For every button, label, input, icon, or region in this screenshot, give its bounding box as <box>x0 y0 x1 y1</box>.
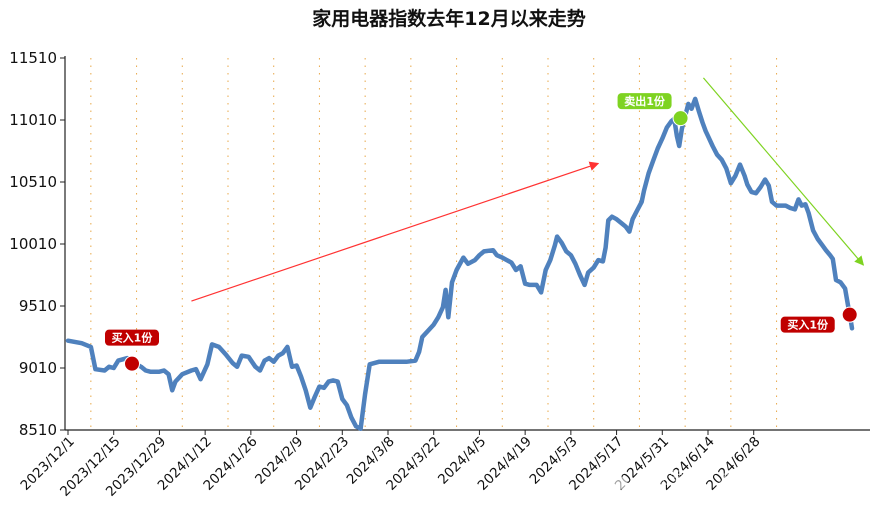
trade-label-badge <box>105 329 159 346</box>
x-axis-ticks: 2023/12/12023/12/152023/12/292024/1/1220… <box>18 430 764 500</box>
y-tick-label: 10510 <box>9 173 57 191</box>
watermark-text: 公众号 · 广发基金 <box>634 469 769 489</box>
trade-label: 买入1份 <box>112 331 154 345</box>
trade-marker <box>124 355 140 372</box>
y-tick-label: 9010 <box>19 359 57 377</box>
y-tick-label: 10010 <box>9 235 57 253</box>
series <box>65 96 855 432</box>
trade-label: 买入1份 <box>787 318 829 332</box>
wechat-icon <box>601 470 628 490</box>
y-axis-ticks: 11510 11010 10510 10010 9510 9010 8510 <box>9 49 65 439</box>
grid <box>90 58 778 430</box>
trade-label-badge <box>780 316 835 333</box>
y-tick-label: 11010 <box>9 111 57 129</box>
trade-label-badge <box>617 93 672 110</box>
watermark: 公众号 · 广发基金 <box>601 469 769 490</box>
trend-arrows <box>191 77 865 302</box>
trade-marker <box>841 306 858 323</box>
trade-marker <box>672 110 689 127</box>
y-tick-label: 11510 <box>9 49 57 67</box>
y-tick-label: 8510 <box>19 421 57 439</box>
chart-title: 家用电器指数去年12月以来走势 <box>312 7 585 30</box>
trend-arrow <box>191 161 600 302</box>
series-line <box>65 96 855 432</box>
y-tick-label: 9510 <box>19 297 57 315</box>
trade-label: 卖出1份 <box>624 94 666 108</box>
trend-arrow <box>702 77 865 266</box>
